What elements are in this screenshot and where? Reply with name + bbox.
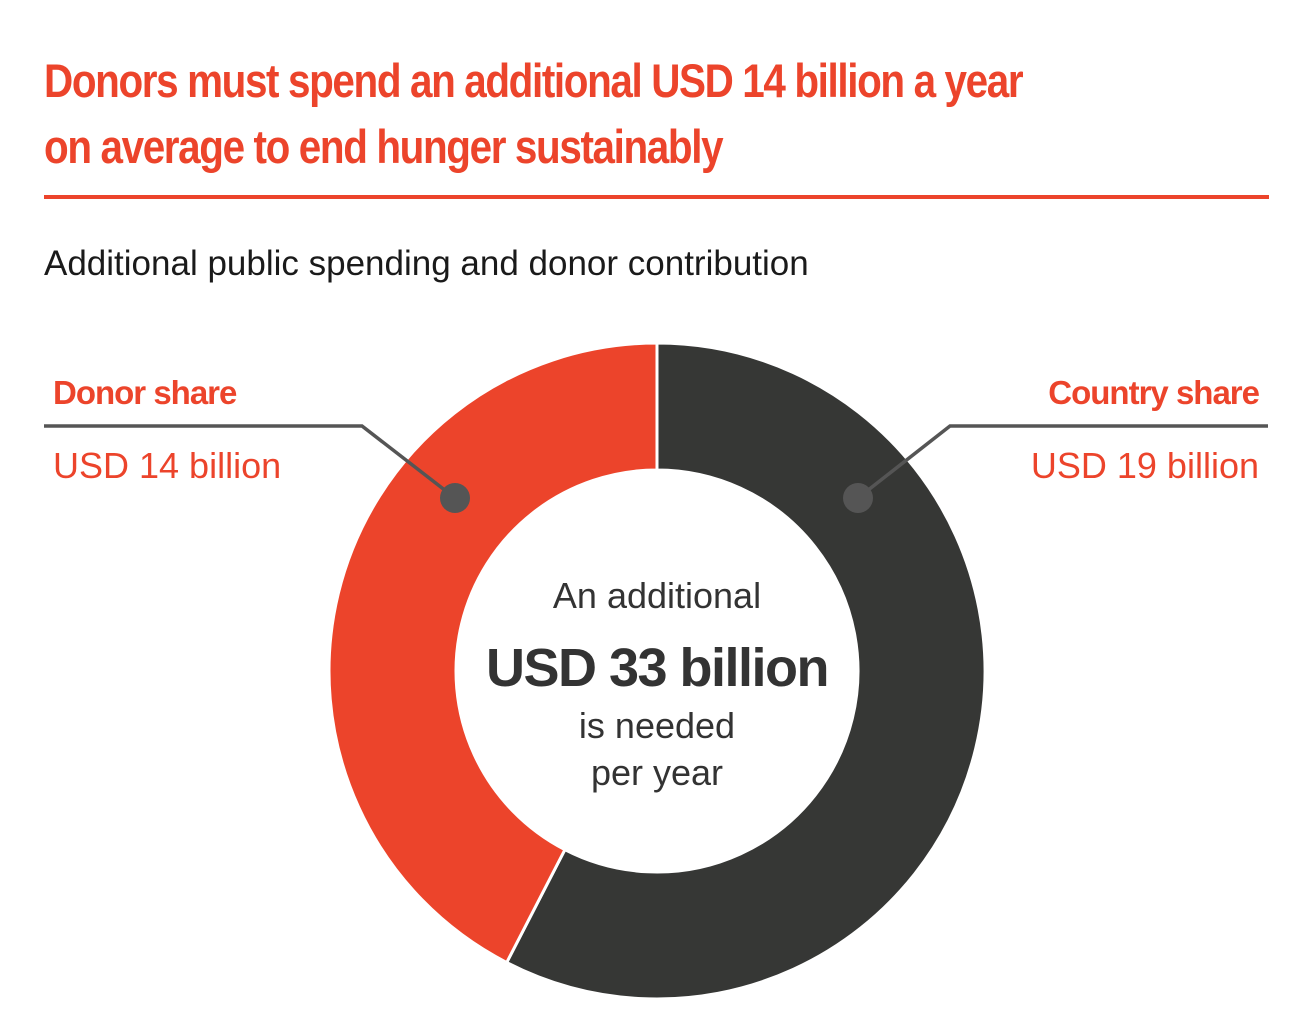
center-text-total: USD 33 billion <box>486 638 828 698</box>
headline-line-1: Donors must spend an additional USD 14 b… <box>44 54 1024 107</box>
connector-dot-country <box>843 483 873 513</box>
connector-dot-donor <box>440 483 470 513</box>
chart-title: Additional public spending and donor con… <box>44 244 809 283</box>
legend-country-share: Country share <box>1048 374 1259 411</box>
center-text-line-1: An additional <box>553 575 761 616</box>
center-text-line-3: is needed <box>579 705 735 746</box>
connector-donor-share <box>44 424 470 513</box>
data-label-country-share: USD 19 billion <box>1031 445 1259 486</box>
connector-country-share <box>843 424 1268 513</box>
data-label-donor-share: USD 14 billion <box>53 445 281 486</box>
chart-headline: Donors must spend an additional USD 14 b… <box>44 48 1102 180</box>
center-text-line-4: per year <box>591 752 723 793</box>
legend-donor-share: Donor share <box>53 374 237 411</box>
headline-line-2: on average to end hunger sustainably <box>44 120 724 173</box>
connector-line-donor <box>44 424 457 500</box>
headline-divider <box>44 195 1269 199</box>
donut-slice-donor-share <box>327 341 659 965</box>
connector-line-country <box>856 424 1268 500</box>
